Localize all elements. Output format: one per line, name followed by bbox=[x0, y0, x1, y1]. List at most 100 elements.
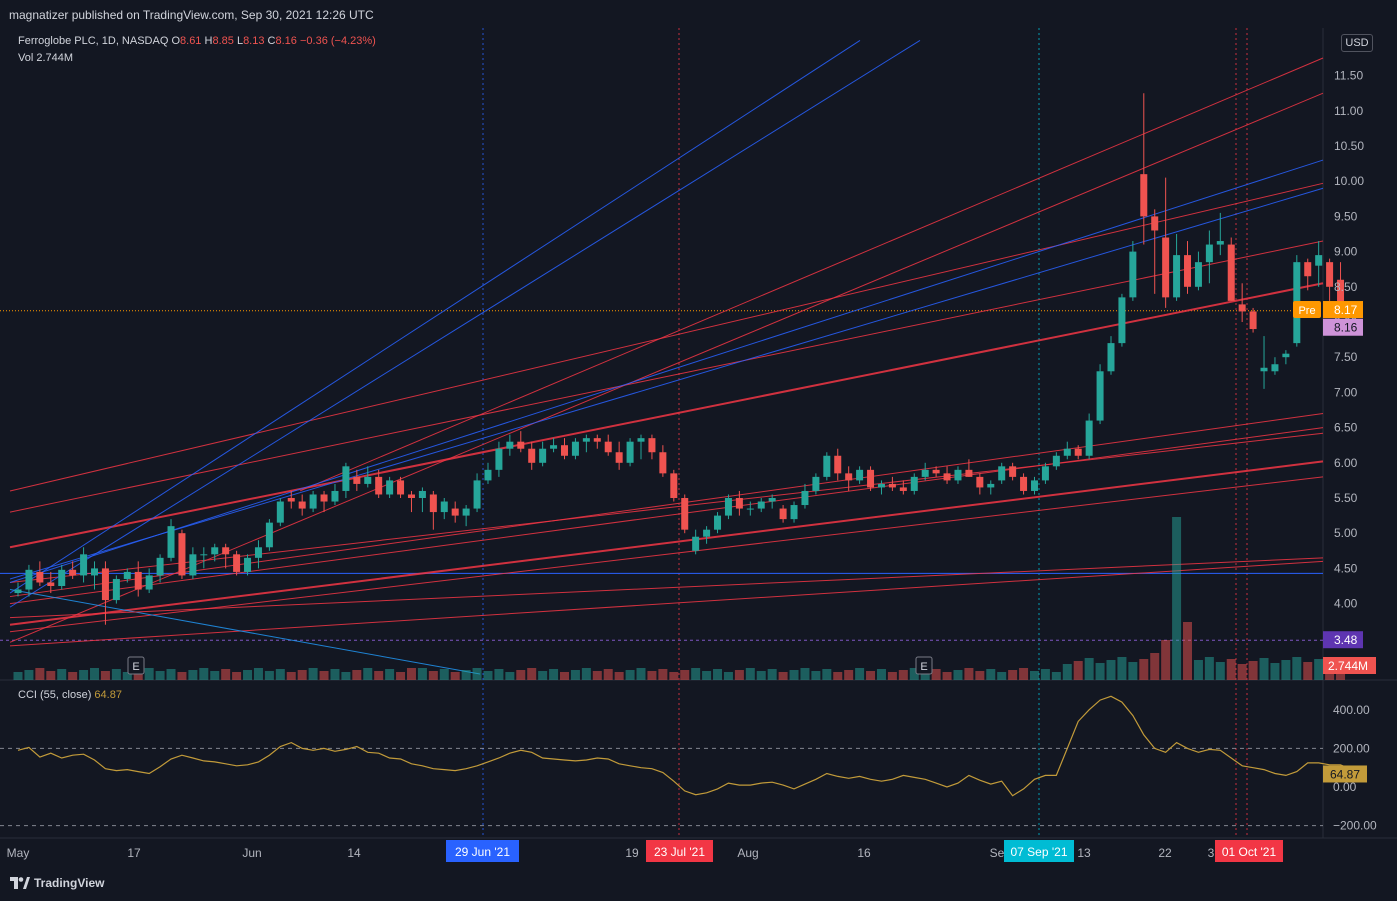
candle bbox=[561, 438, 568, 460]
volume-bar bbox=[319, 671, 329, 680]
time-tick-label: 19 bbox=[625, 846, 639, 860]
candle-body bbox=[834, 455, 842, 474]
candle-body bbox=[495, 448, 503, 470]
candle-body bbox=[36, 571, 44, 583]
candle-body bbox=[69, 569, 77, 576]
candle bbox=[101, 561, 109, 625]
candle bbox=[1162, 177, 1170, 308]
candle bbox=[364, 466, 372, 488]
candle-body bbox=[681, 498, 689, 530]
time-tick-label: 16 bbox=[857, 846, 871, 860]
time-highlight-box bbox=[646, 840, 713, 862]
candle-body bbox=[670, 473, 678, 498]
volume-bar bbox=[734, 670, 744, 680]
candle bbox=[222, 543, 230, 569]
trendline-drawings bbox=[9, 39, 1324, 675]
trendline bbox=[299, 57, 1324, 492]
candle bbox=[69, 561, 77, 579]
candle-body bbox=[604, 441, 612, 453]
volume-bar bbox=[1183, 622, 1193, 680]
cci-line bbox=[17, 695, 1363, 797]
candle bbox=[1020, 473, 1028, 495]
candle bbox=[681, 494, 689, 534]
candle-body bbox=[265, 522, 273, 548]
candle bbox=[189, 547, 197, 579]
volume-bar bbox=[188, 670, 198, 680]
candle-body bbox=[101, 568, 109, 601]
candle-body bbox=[80, 554, 88, 576]
pre-value-text: 8.17 bbox=[1334, 303, 1358, 317]
volume-bar bbox=[713, 669, 723, 680]
time-tick-label: Aug bbox=[737, 846, 758, 860]
candle bbox=[834, 448, 842, 481]
candle bbox=[1238, 283, 1246, 322]
candle bbox=[1227, 237, 1235, 301]
candle bbox=[309, 490, 317, 513]
volume-bar bbox=[1292, 657, 1302, 680]
candle bbox=[287, 490, 295, 509]
candle bbox=[812, 473, 820, 495]
candle bbox=[528, 441, 536, 470]
price-tick-label: 7.00 bbox=[1334, 385, 1358, 399]
volume-bar bbox=[1270, 663, 1280, 680]
trendline bbox=[9, 432, 1324, 583]
volume-bar bbox=[603, 669, 613, 680]
candle bbox=[473, 473, 481, 513]
candle-body bbox=[659, 452, 667, 474]
volume-bar bbox=[35, 668, 45, 680]
candle bbox=[1041, 462, 1049, 484]
trendline bbox=[9, 589, 481, 675]
volume-bar bbox=[855, 668, 865, 680]
candle-body bbox=[112, 578, 120, 601]
volume-bar bbox=[1073, 661, 1083, 680]
candle-body bbox=[364, 476, 372, 484]
candle bbox=[1107, 336, 1115, 375]
tradingview-logo[interactable]: TradingView bbox=[10, 876, 104, 890]
volume-bar bbox=[1029, 671, 1039, 680]
candle-body bbox=[440, 501, 448, 513]
candle-body bbox=[921, 469, 929, 477]
price-tick-label: 5.50 bbox=[1334, 491, 1358, 505]
currency-button[interactable]: USD bbox=[1341, 34, 1373, 52]
pre-label-text: Pre bbox=[1298, 305, 1315, 317]
trendline bbox=[9, 282, 1324, 549]
pre-label-box bbox=[1293, 301, 1321, 319]
candle-body bbox=[429, 494, 437, 513]
volume-bar bbox=[723, 672, 733, 680]
candle-body bbox=[1085, 420, 1093, 456]
change-value: −0.36 (−4.23%) bbox=[299, 35, 376, 47]
candle-body bbox=[724, 498, 732, 516]
price-tick-label: 11.00 bbox=[1334, 104, 1363, 118]
candle bbox=[375, 469, 383, 498]
candle bbox=[91, 561, 99, 590]
candle bbox=[1304, 258, 1312, 291]
volume-bar bbox=[975, 671, 985, 680]
volume-bar bbox=[876, 669, 886, 680]
candle-body bbox=[867, 469, 875, 488]
volume-bar bbox=[396, 672, 406, 680]
candle-body bbox=[932, 469, 940, 474]
volume-bar bbox=[264, 671, 274, 680]
volume-bar bbox=[406, 668, 416, 680]
candle-body bbox=[845, 473, 853, 481]
candle-body bbox=[189, 554, 197, 576]
candle bbox=[1063, 441, 1071, 460]
candle bbox=[823, 452, 831, 481]
volume-bar bbox=[625, 670, 635, 680]
candle-body bbox=[287, 498, 295, 502]
cci-label[interactable]: CCI (55, close) bbox=[18, 689, 92, 701]
candle-body bbox=[309, 494, 317, 509]
volume-value-box bbox=[1323, 657, 1376, 674]
time-highlight-box bbox=[446, 840, 519, 862]
volume-bar bbox=[658, 669, 668, 680]
candle bbox=[1074, 445, 1082, 460]
symbol-name[interactable]: Ferroglobe PLC, 1D, NASDAQ bbox=[18, 35, 169, 47]
volume-bar bbox=[494, 669, 504, 680]
candle-body bbox=[473, 480, 481, 509]
volume-bar bbox=[199, 668, 209, 680]
volume-bar bbox=[46, 671, 56, 680]
time-tick-label: Jun bbox=[242, 846, 261, 860]
volume-bar bbox=[931, 669, 941, 680]
candle bbox=[484, 462, 492, 484]
